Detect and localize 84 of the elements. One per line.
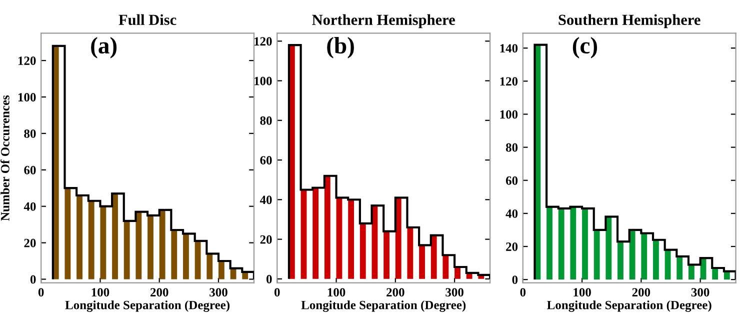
y-tick-label: 60 (24, 166, 36, 174)
bar (100, 206, 106, 280)
bar (124, 220, 130, 280)
x-tick-label: 300 (691, 288, 710, 297)
bar (136, 212, 142, 280)
bar (159, 210, 166, 280)
y-tick-label: 40 (506, 209, 518, 218)
y-axis-title: Number Of Occurences (0, 95, 10, 221)
y-tick-label: 80 (260, 116, 272, 125)
x-axis-title: Longitude Separation (Degree) (65, 300, 230, 312)
x-tick-label: 100 (574, 288, 591, 297)
x-tick-label: 0 (38, 288, 44, 297)
bar (206, 254, 213, 280)
y-tick-label: 100 (500, 110, 518, 119)
bar (218, 260, 224, 280)
y-tick-label: 60 (260, 156, 272, 164)
x-tick-label: 100 (328, 288, 346, 297)
bar (618, 242, 624, 280)
bar (606, 216, 612, 280)
y-tick-label: 120 (18, 56, 36, 65)
y-tick-label: 80 (506, 143, 518, 152)
bar (676, 256, 683, 280)
y-tick-label: 20 (260, 235, 272, 244)
bar (653, 240, 659, 280)
chart-title: Southern Hemisphere (558, 14, 700, 28)
bar (395, 198, 402, 279)
y-tick-label: 100 (254, 76, 272, 86)
bar (454, 267, 460, 279)
y-tick-label: 60 (506, 176, 518, 185)
annotation: (a) (91, 36, 117, 58)
bar (183, 234, 189, 280)
chart-title: Northern Hemisphere (312, 14, 455, 28)
y-tick-label: 20 (24, 238, 36, 248)
bar (64, 188, 71, 280)
bar (419, 245, 425, 279)
y-tick-label: 0 (512, 276, 518, 284)
bar (336, 198, 342, 279)
bar (88, 200, 94, 280)
x-tick-label: 0 (520, 288, 526, 297)
bar (324, 176, 330, 279)
bar (348, 200, 354, 279)
x-axis-title: Longitude Separation (Degree) (301, 300, 466, 312)
bar (430, 235, 437, 279)
bar (171, 230, 178, 280)
y-tick-label: 80 (24, 129, 36, 138)
y-tick-label: 120 (500, 77, 518, 86)
y-tick-label: 40 (260, 196, 272, 204)
bar (629, 230, 636, 280)
bar (312, 188, 319, 279)
bar (546, 206, 552, 280)
bar (442, 255, 449, 279)
bar (76, 195, 82, 280)
y-tick-label: 120 (254, 37, 272, 46)
x-tick-label: 300 (446, 288, 464, 297)
x-tick-label: 100 (92, 288, 110, 297)
bar (570, 206, 576, 280)
bar (112, 194, 118, 280)
bar (688, 264, 694, 280)
annotation: (c) (572, 36, 598, 58)
y-tick-label: 40 (24, 202, 36, 211)
bar (360, 223, 366, 279)
x-tick-label: 0 (274, 288, 280, 297)
annotation: (b) (327, 36, 354, 58)
bar (384, 231, 390, 279)
y-tick-label: 20 (506, 242, 518, 251)
bar (300, 190, 307, 279)
bar (407, 227, 414, 279)
x-tick-label: 200 (632, 288, 650, 297)
x-tick-label: 200 (386, 288, 404, 297)
y-tick-label: 140 (500, 44, 518, 53)
bar (148, 215, 154, 280)
bar (594, 230, 600, 280)
y-tick-label: 0 (30, 275, 36, 284)
bar (712, 268, 718, 280)
x-tick-label: 300 (210, 288, 228, 297)
y-tick-label: 0 (266, 274, 272, 284)
bar (558, 208, 564, 280)
bar (641, 233, 648, 280)
x-axis-title: Longitude Separation (Degree) (547, 300, 712, 312)
bar (194, 240, 201, 280)
x-tick-label: 200 (150, 288, 168, 297)
chart-title: Full Disc (118, 14, 176, 26)
bar (582, 208, 588, 280)
y-tick-label: 100 (18, 93, 36, 102)
